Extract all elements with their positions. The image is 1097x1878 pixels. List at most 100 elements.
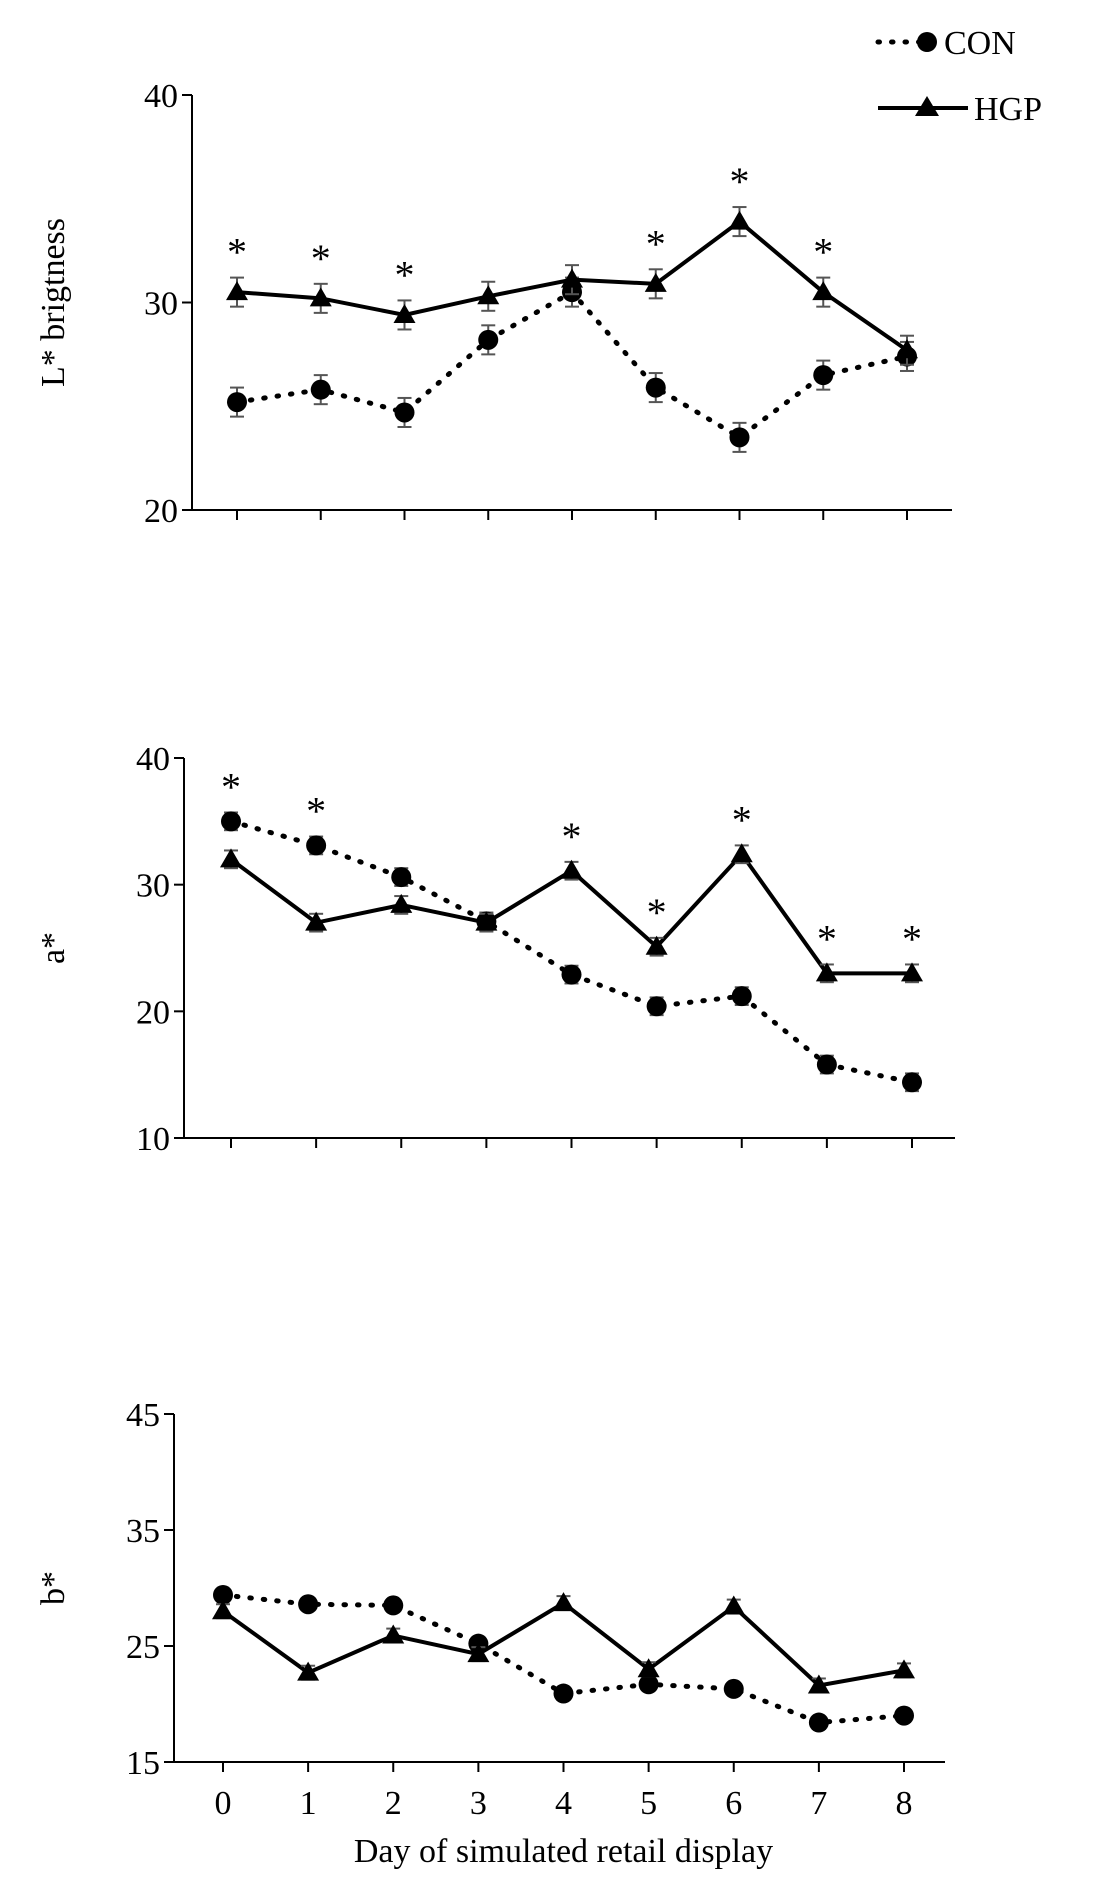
data-point-hgp (309, 287, 332, 307)
chart-panel-0: 20 30 40 L* brigtness * * * * * * (35, 78, 952, 530)
data-point-hgp (477, 285, 500, 305)
legend-hgp-label: HGP (974, 91, 1042, 128)
series-con (213, 1584, 914, 1733)
data-point-hgp (305, 911, 328, 931)
significance-marker: * (730, 159, 750, 204)
data-point-con (553, 1683, 574, 1704)
data-point-hgp (893, 1659, 915, 1679)
data-point-con (394, 402, 415, 423)
significance-marker: * (813, 230, 833, 275)
series-line-hgp (221, 1600, 905, 1688)
data-point-con (391, 867, 412, 888)
x-tick-label: 2 (385, 1785, 402, 1822)
significance-marker: * (306, 789, 326, 834)
data-point-con (813, 365, 834, 386)
data-point-con (638, 1674, 659, 1695)
data-point-con (213, 1584, 233, 1605)
data-point-con (808, 1712, 829, 1733)
series-line-con (234, 288, 910, 441)
data-point-con (723, 1678, 744, 1699)
data-point-hgp (645, 935, 668, 955)
data-point-hgp (561, 268, 583, 288)
data-point-hgp (475, 911, 498, 931)
y-tick-label: 20 (136, 994, 170, 1031)
y-axis-label: b* (35, 1571, 72, 1605)
y-tick-label: 25 (126, 1629, 160, 1666)
chart-panel-1: 10 20 30 40 a* * * * * * * * (35, 741, 955, 1158)
y-axis-label: L* brigtness (35, 218, 72, 387)
data-point-hgp (226, 281, 248, 301)
data-point-con (306, 835, 327, 856)
series-hgp (220, 843, 923, 984)
y-tick-label: 40 (144, 78, 178, 115)
data-point-con (902, 1072, 922, 1093)
y-tick-label: 35 (126, 1513, 160, 1550)
y-tick-label: 20 (144, 493, 178, 530)
data-point-hgp (896, 339, 918, 359)
data-point-con (816, 1054, 837, 1075)
y-tick-label: 10 (136, 1121, 170, 1158)
data-point-hgp (467, 1643, 490, 1663)
data-point-hgp (382, 1624, 405, 1644)
data-point-hgp (297, 1661, 320, 1681)
data-point-con (731, 986, 752, 1007)
y-tick-label: 15 (126, 1745, 160, 1782)
data-point-con (561, 964, 582, 985)
data-point-hgp (730, 843, 753, 863)
data-point-con (383, 1595, 404, 1616)
y-tick-label: 30 (144, 286, 178, 323)
series-con (221, 811, 922, 1093)
data-point-hgp (901, 962, 923, 982)
data-point-hgp (390, 893, 413, 913)
data-point-hgp (807, 1674, 830, 1694)
data-point-con (729, 427, 750, 448)
data-point-con (646, 996, 667, 1017)
significance-marker: * (817, 916, 837, 961)
significance-marker: * (311, 236, 331, 281)
series-hgp (226, 206, 918, 366)
significance-marker: * (395, 252, 415, 297)
x-tick-label: 1 (300, 1785, 317, 1822)
y-tick-label: 40 (136, 741, 170, 778)
data-point-con (221, 811, 241, 832)
data-point-hgp (393, 303, 416, 323)
data-point-con (227, 392, 247, 413)
legend-con-label: CON (944, 25, 1016, 62)
data-point-hgp (552, 1592, 575, 1612)
x-tick-label: 0 (215, 1785, 232, 1822)
significance-marker: * (562, 814, 582, 859)
x-tick-label: 6 (725, 1785, 742, 1822)
series-hgp (212, 1592, 915, 1694)
y-axis-label: a* (35, 932, 72, 964)
legend-hgp-marker (915, 96, 939, 116)
significance-marker: * (902, 916, 922, 961)
significance-marker: * (647, 890, 667, 935)
legend: CON HGP (875, 25, 1042, 128)
data-point-hgp (722, 1595, 745, 1615)
data-point-hgp (644, 272, 667, 292)
data-point-con (310, 379, 331, 400)
legend-con-marker (917, 32, 937, 52)
x-tick-label: 7 (810, 1785, 827, 1822)
data-point-con (894, 1705, 914, 1726)
data-point-con (478, 329, 499, 350)
x-tick-label: 8 (896, 1785, 913, 1822)
y-tick-label: 30 (136, 868, 170, 905)
significance-marker: * (227, 230, 247, 275)
significance-marker: * (221, 764, 241, 809)
data-point-con (298, 1594, 319, 1615)
data-point-con (645, 377, 666, 398)
data-point-hgp (728, 210, 751, 230)
significance-marker: * (732, 797, 752, 842)
x-tick-label: 4 (555, 1785, 572, 1822)
data-point-hgp (560, 859, 583, 879)
x-tick-label: 5 (640, 1785, 657, 1822)
data-point-hgp (812, 281, 835, 301)
data-point-hgp (637, 1658, 660, 1678)
significance-marker: * (646, 221, 666, 266)
data-point-hgp (212, 1600, 234, 1620)
data-point-hgp (815, 962, 838, 982)
data-point-hgp (220, 848, 242, 868)
